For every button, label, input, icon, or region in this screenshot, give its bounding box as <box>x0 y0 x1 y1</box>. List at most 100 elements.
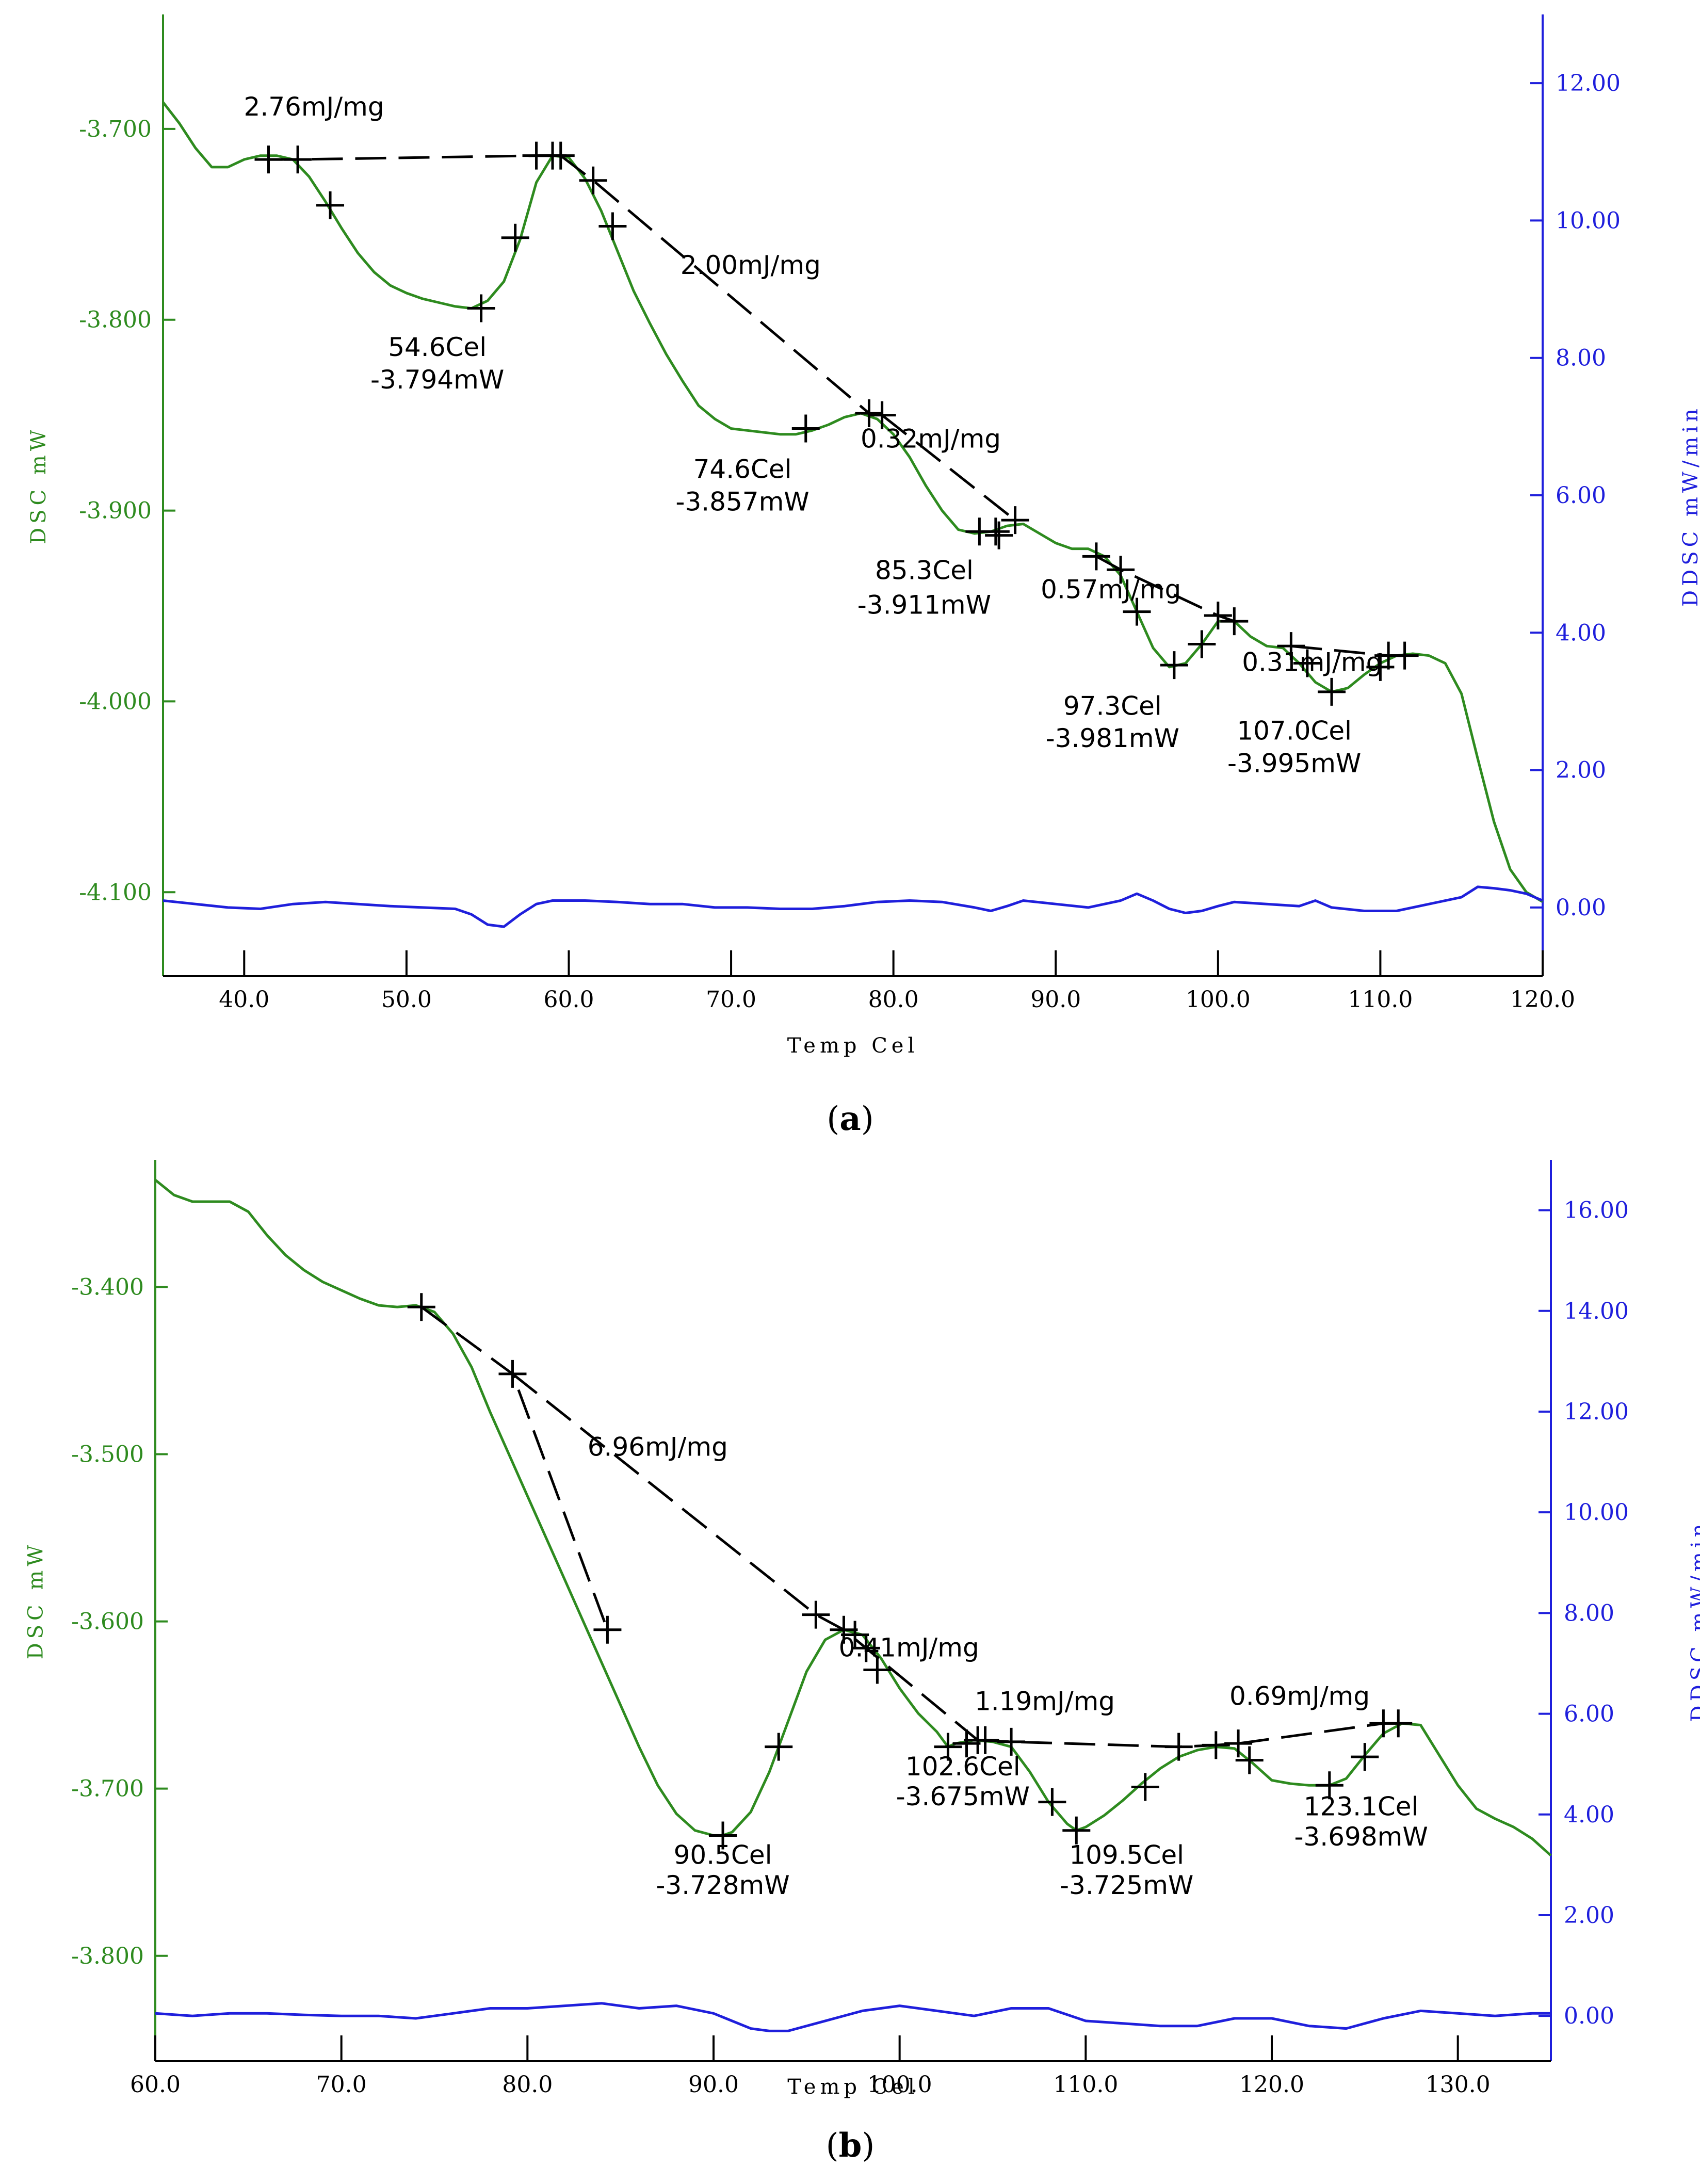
cross-marker <box>1351 1743 1379 1771</box>
cross-marker <box>1188 630 1216 658</box>
cross-marker <box>830 1615 858 1644</box>
y-left-tick-label: -4.000 <box>79 688 152 715</box>
cross-marker <box>1131 1773 1159 1801</box>
data-annotation: -3.911mW <box>857 590 991 620</box>
data-annotation: 0.32mJ/mg <box>861 424 1001 454</box>
y-right-tick-label: 14.00 <box>1564 1298 1629 1324</box>
data-annotation: -3.995mW <box>1227 748 1361 778</box>
y-left-tick-label: -3.800 <box>71 1943 144 1969</box>
cross-marker <box>1315 1771 1343 1800</box>
cross-marker <box>546 141 575 170</box>
cross-marker <box>1235 1746 1264 1774</box>
y-right-tick-label: 6.00 <box>1564 1701 1614 1727</box>
integration-baseline <box>268 154 561 161</box>
cross-marker <box>1082 542 1110 571</box>
data-annotation: 2.76mJ/mg <box>244 92 384 122</box>
integration-baseline <box>881 414 1016 522</box>
cross-marker <box>1202 1731 1230 1759</box>
cross-marker <box>598 212 627 240</box>
y-left-tick-label: -3.600 <box>71 1609 144 1635</box>
cross-marker <box>1293 649 1321 677</box>
y-right-tick-label: 2.00 <box>1556 757 1606 784</box>
data-annotation: -3.698mW <box>1294 1822 1428 1852</box>
data-annotation: 107.0Cel <box>1237 716 1352 746</box>
data-annotation: -3.728mW <box>656 1870 789 1900</box>
cross-marker <box>1001 506 1029 535</box>
cross-marker <box>841 1621 869 1649</box>
data-annotation: 85.3Cel <box>875 556 974 586</box>
cross-marker <box>985 521 1013 549</box>
cross-marker <box>1123 597 1151 626</box>
cross-marker <box>1390 641 1419 670</box>
integration-baseline <box>1095 555 1235 623</box>
x-tick-label: 80.0 <box>868 986 919 1013</box>
integration-baseline <box>1238 1722 1399 1745</box>
data-annotation: -3.794mW <box>370 365 504 395</box>
cross-marker <box>1277 632 1305 660</box>
cross-marker <box>1318 677 1346 706</box>
cross-marker <box>1224 1729 1253 1758</box>
x-tick-label: 50.0 <box>381 986 432 1013</box>
cross-marker <box>254 145 283 174</box>
y-right-axis-title: DDSC mW/min <box>1679 405 1700 607</box>
integration-baseline <box>511 1372 979 1741</box>
cross-marker <box>498 1360 527 1388</box>
cross-marker <box>855 399 883 427</box>
y-right-tick-label: 6.00 <box>1556 482 1606 509</box>
cross-marker <box>1160 651 1188 680</box>
y-left-tick-label: -3.900 <box>79 498 152 524</box>
y-left-axis-title: DSC mW <box>27 426 51 544</box>
y-right-tick-label: 4.00 <box>1556 620 1606 646</box>
data-annotation: 54.6Cel <box>388 332 487 362</box>
cross-marker <box>467 294 495 322</box>
x-axis-title: Temp Cel <box>787 2075 919 2099</box>
cross-marker <box>579 166 607 195</box>
series-line-dsc <box>162 101 1544 903</box>
y-right-tick-label: 0.00 <box>1564 2003 1614 2029</box>
y-right-tick-label: 8.00 <box>1564 1600 1614 1626</box>
cross-marker <box>709 1821 737 1850</box>
series-line-ddsc <box>155 2002 1551 2032</box>
y-right-tick-label: 16.00 <box>1564 1198 1629 1224</box>
x-tick-label: 120.0 <box>1239 2072 1304 2098</box>
y-right-axis-title: DDSC mW/min <box>1687 1520 1700 1722</box>
data-annotation: 2.00mJ/mg <box>681 250 821 280</box>
x-tick-label: 60.0 <box>130 2072 181 2098</box>
cross-marker <box>868 401 896 429</box>
cross-marker <box>1204 602 1232 629</box>
cross-marker <box>863 1656 892 1684</box>
y-left-tick-label: -3.800 <box>79 307 152 333</box>
x-tick-label: 110.0 <box>1053 2072 1118 2098</box>
cross-marker <box>1384 1709 1413 1738</box>
y-right-tick-label: 10.00 <box>1556 207 1621 234</box>
y-right-tick-label: 10.00 <box>1564 1499 1629 1526</box>
cross-marker <box>284 145 312 174</box>
data-annotation: 102.6Cel <box>905 1752 1021 1782</box>
cross-marker <box>316 191 345 219</box>
x-tick-label: 90.0 <box>1030 986 1081 1013</box>
series-line-ddsc <box>163 885 1543 928</box>
y-right-tick-label: 2.00 <box>1564 1902 1614 1929</box>
data-annotation: 90.5Cel <box>674 1840 772 1870</box>
data-annotation: 6.96mJ/mg <box>588 1432 728 1462</box>
cross-marker <box>765 1733 793 1761</box>
cross-marker <box>971 1726 999 1754</box>
cross-marker <box>1107 556 1135 584</box>
y-left-tick-label: -3.500 <box>71 1441 144 1467</box>
cross-marker <box>852 1634 880 1662</box>
cross-marker <box>802 1600 830 1629</box>
data-annotation: 109.5Cel <box>1069 1840 1184 1870</box>
data-annotation: 0.69mJ/mg <box>1229 1681 1370 1711</box>
y-left-tick-label: -3.400 <box>71 1274 144 1300</box>
cross-marker <box>997 1727 1026 1756</box>
panel-label: (a) <box>827 1099 873 1138</box>
data-annotation: -3.675mW <box>896 1782 1030 1811</box>
integration-baseline <box>560 154 882 417</box>
data-annotation: 1.19mJ/mg <box>975 1686 1115 1716</box>
cross-marker <box>593 1615 622 1644</box>
x-tick-label: 70.0 <box>316 2072 367 2098</box>
x-tick-label: 130.0 <box>1426 2072 1491 2098</box>
x-tick-label: 80.0 <box>502 2072 553 2098</box>
series-line-dsc <box>154 1178 1552 1857</box>
data-annotation: 123.1Cel <box>1304 1792 1419 1822</box>
